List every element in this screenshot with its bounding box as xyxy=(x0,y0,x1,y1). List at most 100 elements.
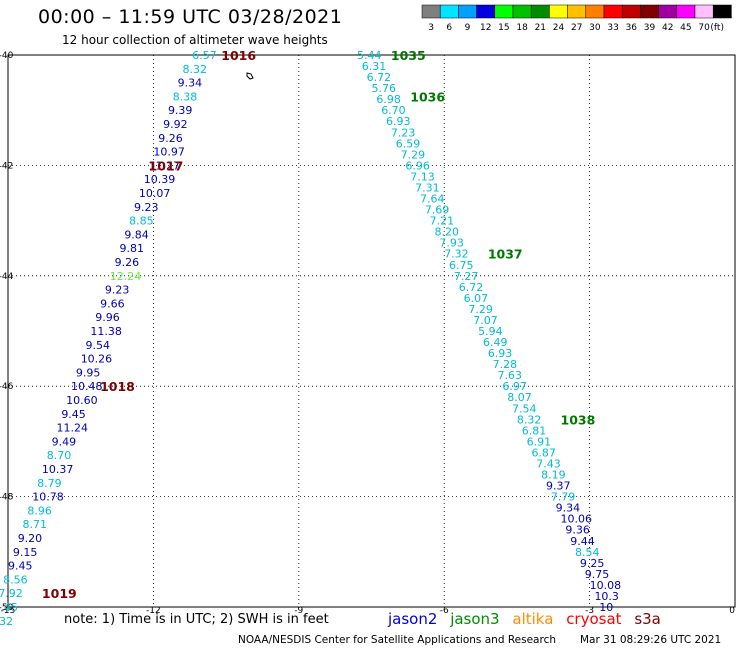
y-tick-label: -50 xyxy=(0,603,14,613)
time-label: 1035 xyxy=(391,48,426,63)
wave-height-label: 9.45 xyxy=(8,560,33,573)
legend-swatch xyxy=(621,4,641,19)
wave-height-label: 9.20 xyxy=(18,532,43,545)
wave-height-label: 10.3 xyxy=(594,590,619,603)
legend-swatch xyxy=(676,4,696,19)
page-subtitle: 12 hour collection of altimeter wave hei… xyxy=(62,33,328,47)
wave-height-label: 7.31 xyxy=(415,181,440,194)
wave-height-label: 6.57 xyxy=(192,49,217,62)
wave-height-label: 8.38 xyxy=(173,90,198,103)
time-label: 1037 xyxy=(488,247,523,262)
legend-label: 36 xyxy=(626,23,638,33)
wave-height-label: 7.28 xyxy=(493,358,517,371)
wave-height-label: 9.23 xyxy=(105,284,130,297)
legend-swatch xyxy=(585,4,605,19)
wave-height-label: 6.98 xyxy=(376,93,401,106)
legend-swatch xyxy=(476,4,496,19)
satellite-legend: jason2 jason3 altika cryosat s3a xyxy=(388,610,669,628)
wave-height-label: 7.63 xyxy=(498,369,522,382)
wave-height-label: 10 xyxy=(599,601,613,614)
wave-height-label: 9.84 xyxy=(124,228,149,241)
wave-height-label: 8.79 xyxy=(37,477,62,490)
wave-height-label: 9.45 xyxy=(61,408,86,421)
legend-swatch xyxy=(421,4,441,19)
wave-height-label: 9.92 xyxy=(163,118,188,131)
legend-swatch xyxy=(567,4,587,19)
wave-height-label: 6.72 xyxy=(459,281,484,294)
wave-height-label: 9.34 xyxy=(556,502,581,515)
wave-height-label: 12.24 xyxy=(110,270,142,283)
wave-height-label: 9.26 xyxy=(158,132,183,145)
wave-height-label: 10.39 xyxy=(144,173,176,186)
wave-height-label: 7.43 xyxy=(536,457,561,470)
wave-height-label: 10.48 xyxy=(71,380,103,393)
wave-height-label: 10.06 xyxy=(561,513,593,526)
wave-height-label: 6.75 xyxy=(449,259,474,272)
legend-swatch xyxy=(549,4,568,19)
legend-label: 21 xyxy=(535,23,546,33)
wave-height-label: 8.19 xyxy=(541,469,566,482)
wave-height-label: 8.71 xyxy=(23,518,48,531)
legend-swatch xyxy=(694,4,714,19)
x-tick-label: -9 xyxy=(294,606,303,616)
wave-height-label: 6.87 xyxy=(531,446,556,459)
wave-height-label: 8.20 xyxy=(435,226,460,239)
legend-label: 30 xyxy=(589,23,601,33)
wave-height-label: 8.32 xyxy=(182,63,207,76)
legend-swatch xyxy=(712,4,732,19)
axis-ticks: -15 -12 -9 -6 -3 0 -40 -42 -44 -46 -48 -50 xyxy=(0,51,735,616)
x-tick-label: -12 xyxy=(146,606,161,616)
time-label: 1036 xyxy=(410,89,445,104)
satellite-altika: altika xyxy=(512,610,554,628)
wave-height-label: 9.39 xyxy=(168,104,193,117)
wave-height-label: 9.66 xyxy=(100,297,125,310)
wave-height-label: 7.79 xyxy=(551,491,576,504)
satellite-jason2: jason2 xyxy=(388,610,438,628)
wave-height-label: 6.96 xyxy=(405,159,430,172)
wave-height-label: 7.93 xyxy=(439,237,464,250)
wave-height-label: 9.25 xyxy=(580,557,605,570)
legend-label: 9 xyxy=(465,23,471,33)
wave-height-label: 7.64 xyxy=(420,193,445,206)
wave-height-label: 7.54 xyxy=(512,402,537,415)
legend-label: 12 xyxy=(480,23,491,33)
wave-height-label: 8.54 xyxy=(575,546,600,559)
wave-height-label: 8.70 xyxy=(47,449,71,462)
color-legend: 3 6 9 12 15 18 21 24 27 30 33 36 39 42 45 70 (ft) xyxy=(421,4,732,33)
legend-swatch xyxy=(512,4,532,19)
x-tick-label: -15 xyxy=(1,606,16,616)
legend-label: 70 xyxy=(698,23,710,33)
legend-swatch xyxy=(494,4,514,19)
wave-height-label: 6.81 xyxy=(522,424,547,437)
wave-height-label: 9.34 xyxy=(178,77,203,90)
legend-swatch xyxy=(658,4,678,19)
wave-height-label: 6.93 xyxy=(386,115,411,128)
wave-height-label: 9.81 xyxy=(119,242,143,255)
legend-swatch xyxy=(640,4,659,19)
wave-height-label: 6.93 xyxy=(488,347,513,360)
wave-height-label: 9.36 xyxy=(565,524,590,537)
wave-height-label: 7.45 xyxy=(0,601,18,614)
time-label: 1016 xyxy=(221,48,256,63)
wave-height-label: 6.72 xyxy=(367,71,392,84)
wave-height-label: 10.07 xyxy=(139,187,171,200)
legend-label: 33 xyxy=(607,23,618,33)
satellite-cryosat: cryosat xyxy=(566,610,622,628)
wave-height-label: 7.29 xyxy=(401,148,426,161)
legend-swatch xyxy=(603,4,623,19)
wave-height-label: 10.08 xyxy=(590,579,622,592)
legend-label: 6 xyxy=(446,23,452,33)
wave-height-label: 9.37 xyxy=(546,480,571,493)
credit-text: NOAA/NESDIS Center for Satellite Applica… xyxy=(238,634,556,646)
wave-height-label: 6.31 xyxy=(362,60,387,73)
wave-height-label: 5.94 xyxy=(478,325,503,338)
legend-swatch xyxy=(439,4,459,19)
legend-label: 42 xyxy=(662,23,673,33)
y-tick-label: -48 xyxy=(0,493,14,503)
x-tick-label: 0 xyxy=(729,606,735,616)
wave-height-label: 6.97 xyxy=(502,380,527,393)
legend-label: 18 xyxy=(516,23,528,33)
wave-height-label: 7.21 xyxy=(430,215,455,228)
wave-height-label: 7.32 xyxy=(444,248,469,261)
island-marker-icon xyxy=(246,72,254,80)
